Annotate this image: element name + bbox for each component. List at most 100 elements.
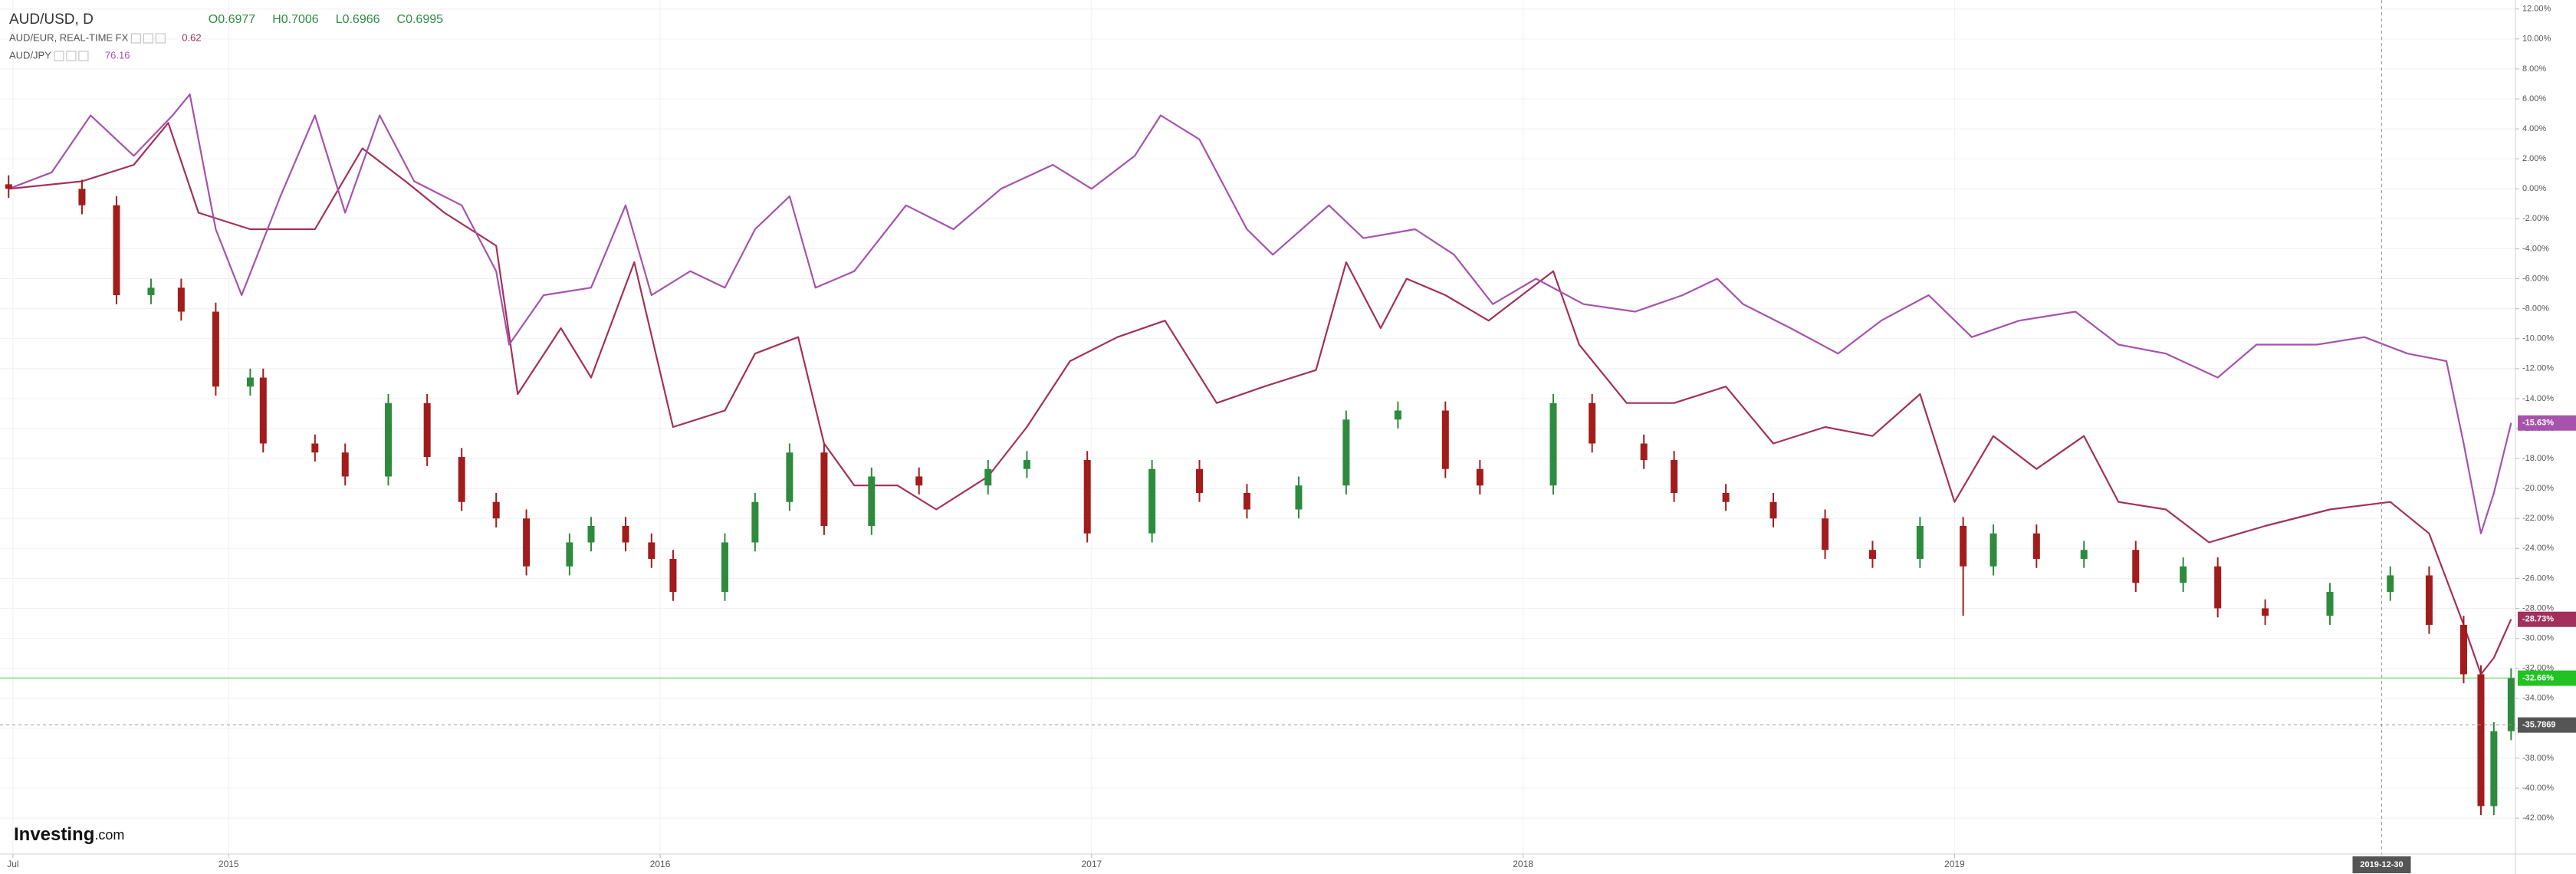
y-tick-label: 0.00% <box>2522 184 2546 193</box>
candle-body <box>423 402 431 458</box>
y-tick-label: -14.00% <box>2522 394 2554 403</box>
candle-body <box>147 288 155 296</box>
last-value-label: -15.63% <box>2522 419 2554 428</box>
candle-body <box>1476 468 1484 486</box>
candle-body <box>78 189 86 205</box>
candle-body <box>984 468 992 486</box>
candle-body <box>1822 518 1829 550</box>
candle-body <box>1148 468 1156 534</box>
y-tick-label: -12.00% <box>2522 364 2554 373</box>
candle-body <box>1671 459 1678 493</box>
candle-body <box>1990 533 1997 567</box>
candle-body <box>341 452 349 477</box>
candle-body <box>311 443 319 453</box>
series-line <box>8 94 2512 534</box>
y-tick-label: -2.00% <box>2522 214 2549 223</box>
crosshair-x-tag <box>2352 856 2411 873</box>
candle-body <box>669 558 677 592</box>
candle-body <box>1023 459 1030 469</box>
candle-body <box>2507 678 2515 731</box>
candle-body <box>2214 566 2222 609</box>
candle-body <box>2425 575 2433 625</box>
y-tick-label: -22.00% <box>2522 514 2554 523</box>
candle-body <box>2032 533 2040 559</box>
x-tick-label: 2017 <box>1081 859 1102 869</box>
candle-body <box>458 457 465 502</box>
series-line <box>8 122 2512 675</box>
y-tick-label: -6.00% <box>2522 274 2549 283</box>
candle-body <box>1394 410 1401 420</box>
candle-body <box>648 542 656 559</box>
x-tick-label: 2016 <box>650 859 671 869</box>
candle-body <box>113 205 120 296</box>
x-tick-label: 2015 <box>219 859 239 869</box>
candle-body <box>177 288 185 312</box>
legend-icon <box>54 51 64 61</box>
candle-body <box>385 402 393 477</box>
legend-icon <box>66 51 77 61</box>
legend-icon <box>143 33 153 44</box>
candle-body <box>2387 575 2394 592</box>
x-tick-label: 2018 <box>1513 859 1533 869</box>
ohlc-label: H0.7006 <box>272 13 319 26</box>
last-value-label: -32.66% <box>2522 673 2554 682</box>
candle-body <box>212 311 219 387</box>
y-tick-label: -34.00% <box>2522 694 2554 703</box>
candle-body <box>492 501 500 519</box>
y-tick-label: 4.00% <box>2522 124 2546 133</box>
y-tick-label: -10.00% <box>2522 334 2554 343</box>
last-value-tag <box>2518 415 2576 431</box>
candle-body <box>820 452 828 526</box>
last-value-tag <box>2518 670 2576 686</box>
watermark-domain: .com <box>94 827 124 843</box>
crosshair-x-label: 2019-12-30 <box>2360 860 2403 869</box>
legend-title: AUD/USD, D <box>9 12 94 28</box>
candle-body <box>1083 459 1091 534</box>
watermark-brand: Investing <box>14 824 94 845</box>
candle-body <box>5 184 12 189</box>
legend-entry: AUD/EUR, REAL-TIME FX <box>9 31 129 43</box>
legend-value: 76.16 <box>105 49 130 61</box>
last-value-label: -28.73% <box>2522 615 2554 624</box>
candle-body <box>2459 624 2467 675</box>
candle-body <box>1868 550 1876 559</box>
candle-body <box>2262 608 2269 616</box>
candle-body <box>1640 443 1648 460</box>
y-tick-label: 8.00% <box>2522 64 2546 74</box>
last-value-tag <box>2518 611 2576 627</box>
candle-body <box>2477 674 2485 807</box>
candle-body <box>1295 485 1303 510</box>
y-tick-label: -40.00% <box>2522 784 2554 793</box>
crosshair-y-label: -35.7869 <box>2522 721 2555 730</box>
legend: AUD/USD, D O0.6977 H0.7006 L0.6966 C0.6995 A… <box>9 12 443 61</box>
y-tick-label: -8.00% <box>2522 304 2549 314</box>
y-tick-label: 2.00% <box>2522 154 2546 163</box>
candle-body <box>1243 492 1250 510</box>
y-tick-label: -4.00% <box>2522 244 2549 253</box>
candle-body <box>246 377 254 387</box>
y-tick-label: -18.00% <box>2522 454 2554 463</box>
candle-body <box>2080 550 2088 559</box>
candle-body <box>751 501 759 543</box>
crosshair-y-tag <box>2518 717 2576 733</box>
legend-value: 0.62 <box>182 31 201 43</box>
candle-body <box>1549 402 1557 486</box>
candle-body <box>1722 492 1730 502</box>
candle-body <box>868 476 876 526</box>
ohlc-label: C0.6995 <box>397 13 444 26</box>
candle-body <box>2490 731 2498 807</box>
legend-entry: AUD/JPY <box>9 49 51 61</box>
y-tick-label: -30.00% <box>2522 633 2554 642</box>
candle-body <box>1196 468 1204 493</box>
y-tick-label: -24.00% <box>2522 544 2554 553</box>
candle-body <box>523 518 531 567</box>
candle-body <box>1769 501 1777 519</box>
candle-body <box>587 525 595 543</box>
candle-body <box>1441 410 1449 469</box>
legend-icon <box>78 51 89 61</box>
candle-body <box>1589 402 1596 444</box>
grid <box>0 0 2515 854</box>
candle-body <box>915 476 923 486</box>
